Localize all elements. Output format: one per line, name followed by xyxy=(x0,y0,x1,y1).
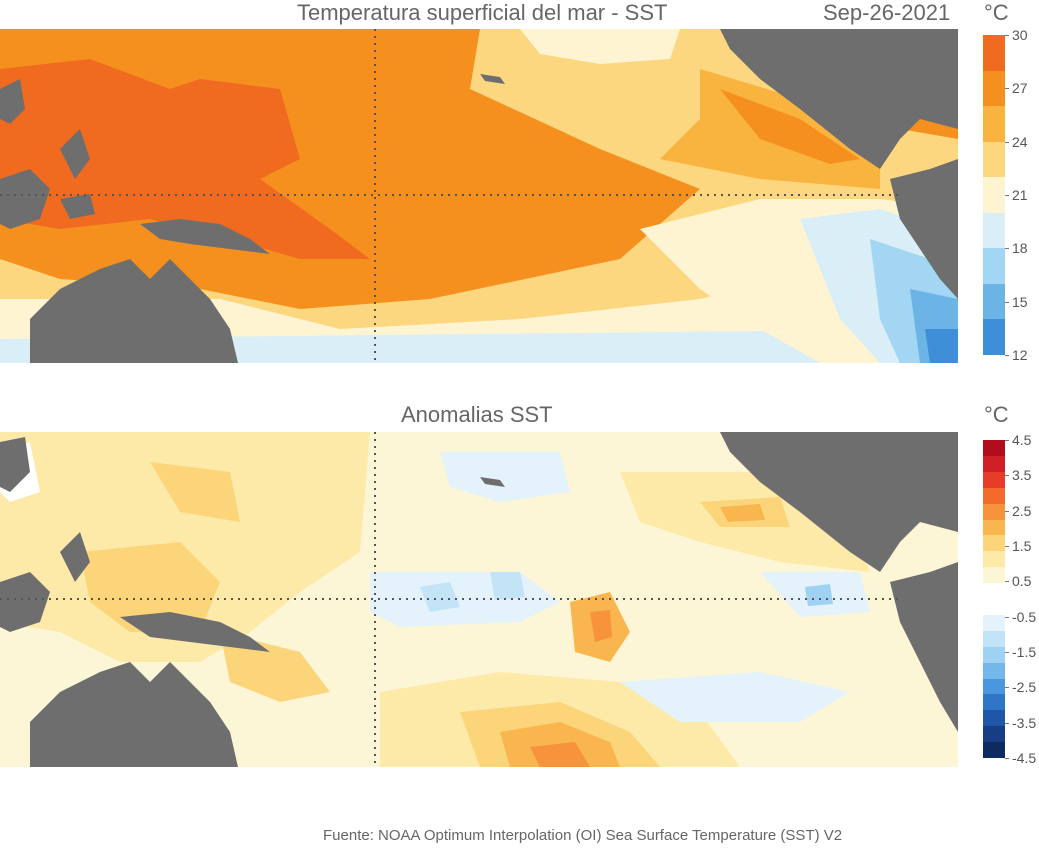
colorbar-segment xyxy=(983,710,1005,727)
sst-unit: °C xyxy=(984,0,1009,25)
colorbar-tick xyxy=(1005,35,1009,36)
colorbar-label: -0.5 xyxy=(1012,608,1037,625)
colorbar-tick xyxy=(1005,652,1009,653)
colorbar-label: -3.5 xyxy=(1012,714,1037,731)
sst-map xyxy=(0,29,958,363)
colorbar-tick xyxy=(1005,440,1009,441)
colorbar-label: 0.5 xyxy=(1012,573,1032,590)
anom-colorbar: 4.5 3.5 2.5 1.5 0.5 -0.5 -1.5 -2.5 -3.5 -4.5 xyxy=(983,433,1036,765)
colorbar-segment xyxy=(983,726,1005,743)
colorbar-label: -1.5 xyxy=(1012,644,1037,660)
colorbar-segment xyxy=(983,440,1005,456)
colorbar-tick xyxy=(1005,510,1009,512)
colorbar-tick xyxy=(1005,616,1009,618)
colorbar-segment xyxy=(983,678,1005,695)
colorbar-label: 1.5 xyxy=(1012,538,1032,554)
colorbar-segment xyxy=(983,662,1005,679)
colorbar-segment xyxy=(983,212,1005,249)
anom-unit: °C xyxy=(984,402,1009,427)
colorbar-segment xyxy=(983,519,1005,536)
colorbar-label: 3.5 xyxy=(1012,467,1032,484)
colorbar-tick xyxy=(1005,546,1009,547)
colorbar-segment xyxy=(983,319,1005,356)
colorbar-segment xyxy=(983,567,1005,584)
colorbar-segment xyxy=(983,455,1005,472)
colorbar-segment xyxy=(983,630,1005,647)
colorbar-segment xyxy=(983,535,1005,552)
colorbar-label: 2.5 xyxy=(1012,502,1032,519)
colorbar-label: 12 xyxy=(1012,347,1028,363)
colorbar-label: 30 xyxy=(1012,27,1028,43)
colorbar-tick xyxy=(1005,248,1009,250)
colorbar-segment xyxy=(983,141,1005,178)
colorbar-tick xyxy=(1005,141,1009,143)
colorbar-segment xyxy=(983,742,1005,759)
colorbar-segment xyxy=(983,614,1005,631)
colorbar-tick xyxy=(1005,195,1009,196)
colorbar-segment xyxy=(983,248,1005,285)
colorbar-tick xyxy=(1005,88,1009,90)
colorbar-tick xyxy=(1005,475,1009,477)
colorbar-tick xyxy=(1005,355,1009,356)
colorbar-segment xyxy=(983,487,1005,504)
colorbar-tick xyxy=(1005,758,1009,759)
anom-title: Anomalias SST xyxy=(401,402,553,427)
colorbar-segment xyxy=(983,551,1005,568)
colorbar-tick xyxy=(1005,687,1009,689)
colorbar-segment xyxy=(983,503,1005,520)
colorbar-label: 18 xyxy=(1012,240,1028,257)
source-footer: Fuente: NOAA Optimum Interpolation (OI) … xyxy=(323,827,843,844)
colorbar-segment xyxy=(983,646,1005,663)
colorbar-segment xyxy=(983,471,1005,488)
colorbar-tick xyxy=(1005,301,1009,303)
colorbar-label: 4.5 xyxy=(1012,432,1032,448)
colorbar-segment xyxy=(983,283,1005,320)
colorbar-label: -4.5 xyxy=(1012,750,1037,766)
colorbar-label: 21 xyxy=(1012,187,1028,203)
colorbar-segment xyxy=(983,70,1005,107)
anom-map xyxy=(0,432,958,767)
colorbar-label: 24 xyxy=(1012,133,1028,150)
colorbar-segment xyxy=(983,35,1005,71)
colorbar-tick xyxy=(1005,722,1009,724)
colorbar-label: 15 xyxy=(1012,293,1028,310)
sst-title: Temperatura superficial del mar - SST xyxy=(297,0,668,25)
colorbar-segment xyxy=(983,106,1005,143)
colorbar-label: 27 xyxy=(1012,80,1028,97)
colorbar-segment xyxy=(983,177,1005,214)
sst-colorbar: 30 27 24 21 18 15 12 xyxy=(983,28,1028,362)
sst-date: Sep-26-2021 xyxy=(823,0,951,25)
colorbar-segment xyxy=(983,583,1005,600)
colorbar-tick xyxy=(1005,581,1009,583)
colorbar-label: -2.5 xyxy=(1012,679,1037,696)
colorbar-segment xyxy=(983,694,1005,711)
colorbar-segment xyxy=(983,599,1005,615)
